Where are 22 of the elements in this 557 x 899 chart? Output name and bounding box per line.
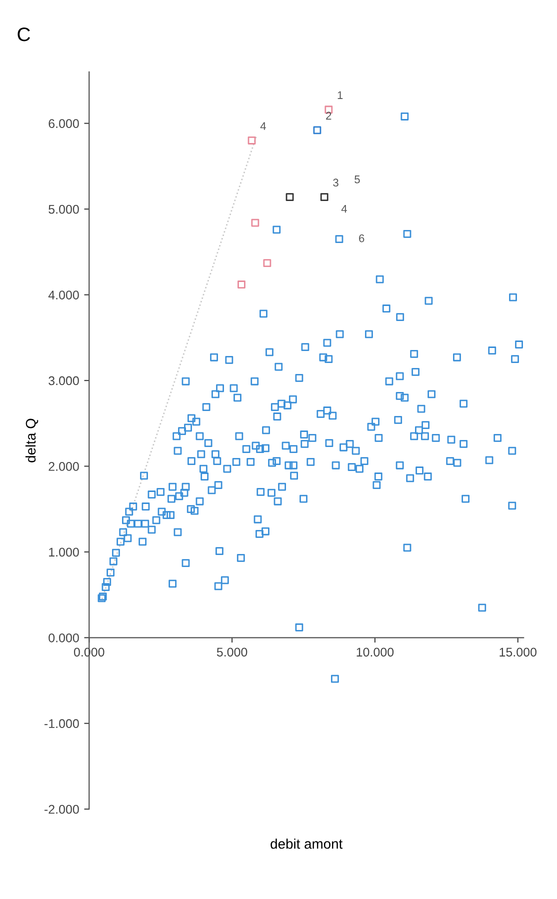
y-tick-label: 1.000 [49,548,79,557]
y-tick-label: 5.000 [48,204,79,214]
x-tick-label: 15.000 [500,648,536,657]
x-tick-label: 10.000 [356,648,394,657]
annotation: 3 [333,178,338,187]
y-tick-label: 6.000 [48,119,79,128]
x-tick-label: 5.000 [216,648,248,657]
y-tick-label: -2.000 [44,804,79,814]
y-tick-label: 3.000 [48,376,79,386]
annotation: 4 [260,122,266,130]
annotation: 2 [326,112,332,120]
x-axis-title: debit amont [270,838,343,849]
y-axis-title: delta Q [25,418,38,462]
text: C [18,27,30,42]
annotation: 1 [338,91,343,99]
y-tick-label: 4.000 [48,290,79,300]
y-tick-label: 0.000 [48,633,79,642]
annotation: 5 [354,176,360,184]
y-tick-label: -1.000 [44,719,79,728]
annotation: 4 [341,205,347,213]
y-tick-label: 2.000 [48,462,79,471]
annotation: 6 [359,234,364,242]
